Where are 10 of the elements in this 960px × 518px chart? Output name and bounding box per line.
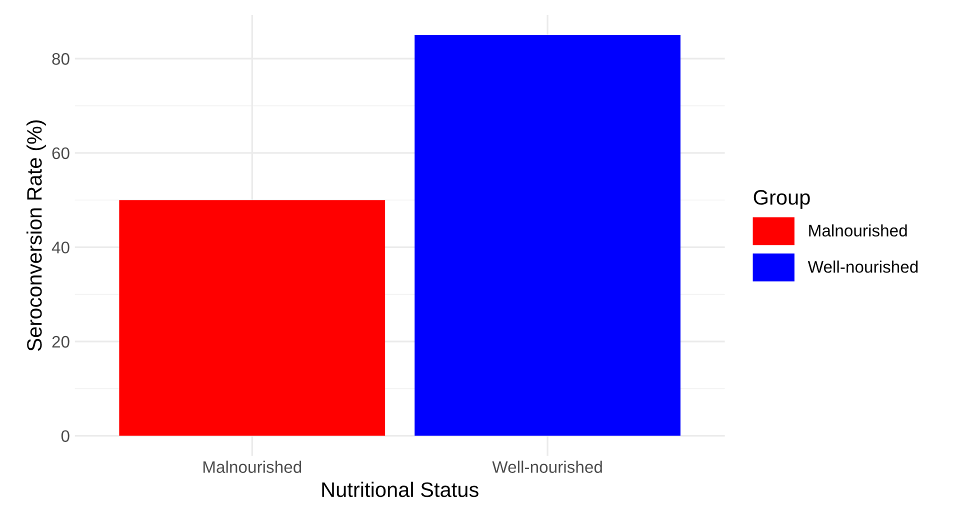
x-axis-title: Nutritional Status — [322, 482, 478, 498]
legend-title: Group — [754, 190, 810, 209]
legend-label: Malnourished — [809, 224, 907, 237]
y-tick-label: 40 — [52, 242, 70, 254]
y-tick-label: 80 — [52, 53, 70, 65]
y-tick-label: 60 — [52, 147, 70, 160]
y-axis-title: Seroconversion Rate (%) — [26, 120, 46, 351]
legend-label: Well-nourished — [808, 260, 918, 273]
y-tick-label: 20 — [52, 336, 70, 348]
y-tick-label: 0 — [61, 430, 70, 442]
